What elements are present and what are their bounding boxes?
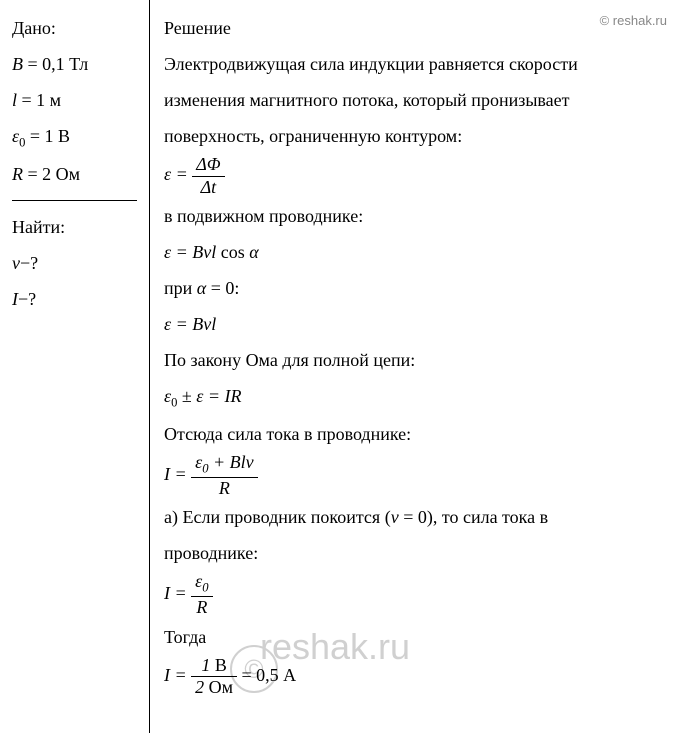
fraction: ε0R	[191, 571, 212, 618]
unit: В	[215, 655, 227, 675]
denominator: Δt	[192, 177, 224, 199]
alpha: α	[197, 278, 206, 298]
numerator: ε0 + Blv	[191, 452, 258, 478]
fraction: ε0 + BlvR	[191, 452, 258, 499]
lhs: I =	[164, 464, 191, 484]
val: 1	[201, 655, 215, 675]
rhs: ε = IR	[196, 386, 241, 406]
text: при	[164, 278, 197, 298]
lhs: I =	[164, 665, 191, 685]
val: −?	[18, 289, 36, 309]
find-section: Найти: v−? I−?	[12, 201, 137, 317]
given-item: l = 1 м	[12, 82, 137, 118]
cos-text: cos	[216, 242, 249, 262]
val: = 0,1 Тл	[23, 54, 88, 74]
val: = 2 Ом	[23, 164, 80, 184]
left-column: Дано: B = 0,1 Тл l = 1 м ε0 = 1 В R = 2 …	[0, 0, 150, 733]
var: R	[12, 164, 23, 184]
result: = 0,5 А	[237, 665, 296, 685]
denominator: R	[191, 478, 258, 500]
sub: 0	[202, 581, 208, 595]
solution-text: По закону Ома для полной цепи:	[164, 342, 661, 378]
fraction: ΔΦΔt	[192, 154, 224, 198]
given-item: R = 2 Ом	[12, 156, 137, 192]
solution-text: Отсюда сила тока в проводнике:	[164, 416, 661, 452]
solution-text: в подвижном проводнике:	[164, 198, 661, 234]
formula: ε = Bvl cos α	[164, 234, 661, 270]
var: v	[12, 253, 20, 273]
lhs: ε =	[164, 164, 192, 184]
find-item: I−?	[12, 281, 137, 317]
solution-text: Тогда	[164, 619, 661, 655]
v: v	[391, 507, 399, 527]
solution-text: проводнике:	[164, 535, 661, 571]
solution-text: а) Если проводник покоится (v = 0), то с…	[164, 499, 661, 535]
denominator: R	[191, 597, 212, 619]
solution-title: Решение	[164, 10, 661, 46]
val: 2	[195, 677, 209, 697]
val: = 1 м	[17, 90, 61, 110]
rest: + Blv	[209, 452, 254, 472]
find-title: Найти:	[12, 209, 137, 245]
numerator: 1 В	[191, 655, 237, 678]
text: а) Если проводник покоится (	[164, 507, 391, 527]
solution-text: Электродвижущая сила индукции равняется …	[164, 46, 661, 82]
numerator: ε0	[191, 571, 212, 597]
formula: I = ε0R	[164, 571, 661, 618]
text: = 0:	[206, 278, 239, 298]
given-item: B = 0,1 Тл	[12, 46, 137, 82]
formula: I = ε0 + BlvR	[164, 452, 661, 499]
formula-text: ε = Bvl	[164, 242, 216, 262]
given-title: Дано:	[12, 10, 137, 46]
denominator: 2 Ом	[191, 677, 237, 699]
solution-container: Дано: B = 0,1 Тл l = 1 м ε0 = 1 В R = 2 …	[0, 0, 675, 733]
formula: ε = ΔΦΔt	[164, 154, 661, 198]
val: = 1 В	[25, 126, 70, 146]
formula: ε = Bvl	[164, 306, 661, 342]
fraction: 1 В2 Ом	[191, 655, 237, 699]
numerator: ΔΦ	[192, 154, 224, 177]
lhs: I =	[164, 583, 191, 603]
unit: Ом	[209, 677, 233, 697]
find-item: v−?	[12, 245, 137, 281]
var: B	[12, 54, 23, 74]
val: −?	[20, 253, 38, 273]
formula: ε0 ± ε = IR	[164, 378, 661, 416]
alpha: α	[249, 242, 258, 262]
solution-text: поверхность, ограниченную контуром:	[164, 118, 661, 154]
text: = 0), то сила тока в	[399, 507, 548, 527]
given-section: Дано: B = 0,1 Тл l = 1 м ε0 = 1 В R = 2 …	[12, 10, 137, 201]
pm: ±	[177, 386, 196, 406]
solution-text: изменения магнитного потока, который про…	[164, 82, 661, 118]
right-column: © reshak.ru reshak.ru © Решение Электрод…	[150, 0, 675, 733]
formula: I = 1 В2 Ом = 0,5 А	[164, 655, 661, 699]
given-item: ε0 = 1 В	[12, 118, 137, 156]
solution-text: при α = 0:	[164, 270, 661, 306]
